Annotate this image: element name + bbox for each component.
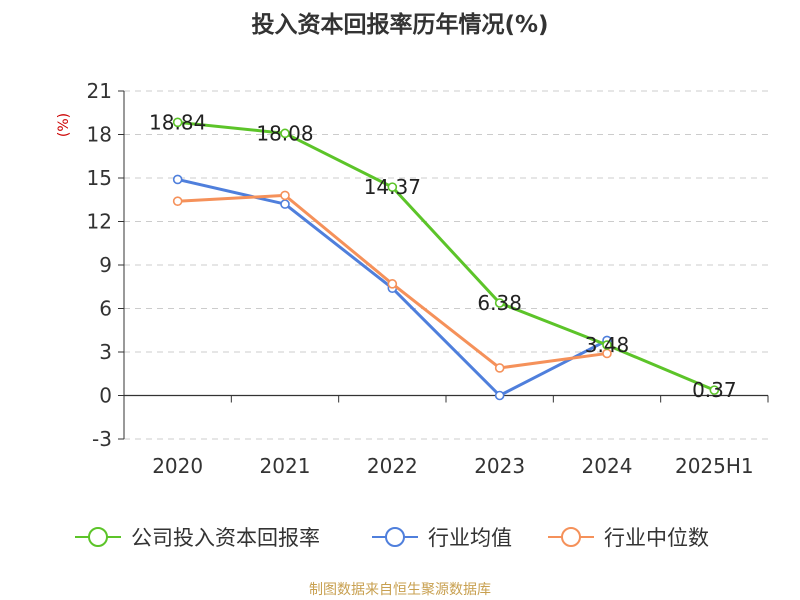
data-point [172,174,183,185]
chart-title: 投入资本回报率历年情况(%) [251,11,548,38]
y-tick-label: 0 [99,384,112,408]
x-tick-label: 2025H1 [675,454,754,478]
legend-label: 公司投入资本回报率 [131,526,320,550]
x-tick-label: 2022 [367,454,418,478]
legend-marker [561,527,581,547]
x-tick-label: 2024 [582,454,633,478]
data-label: 6.38 [477,291,522,315]
data-label: 18.08 [256,121,313,145]
series-2 [172,190,612,373]
data-point [280,128,290,139]
axes: 21 18 15 12 9 6 3 0 -3 2020 2021 2022 2023 2024 2025H1 [87,79,769,478]
data-label: 18.84 [149,110,206,134]
data-label: 0.37 [692,378,737,402]
grid-lines [124,90,768,440]
data-point [387,182,398,192]
legend-marker [385,527,405,547]
data-point [172,196,183,206]
y-tick-label: 3 [99,340,112,364]
data-point [494,363,505,373]
data-label: 3.48 [585,333,630,357]
legend-item[interactable]: 公司投入资本回报率 [75,526,320,550]
y-tick-label: -3 [92,427,112,451]
y-tick-label: 21 [87,79,112,103]
series-layer: 18.84 18.08 14.37 6.38 3.48 0.37 [149,110,737,402]
y-tick-label: 9 [99,253,112,277]
series-line [177,120,715,392]
series-0: 18.84 18.08 14.37 6.38 3.48 0.37 [149,110,737,402]
data-point [602,340,612,350]
x-tick-label: 2023 [474,454,525,478]
y-tick-label: 12 [87,210,112,234]
source-note: 制图数据来自恒生聚源数据库 [309,582,491,598]
legend-marker [88,527,108,547]
x-tick-label: 2021 [260,454,311,478]
data-point [172,117,183,128]
legend-label: 行业中位数 [604,526,709,550]
x-tick-label: 2020 [152,454,203,478]
data-point [280,199,290,209]
legend-item[interactable]: 行业中位数 [548,526,709,550]
data-point [387,279,398,289]
y-tick-label: 15 [87,166,112,190]
legend: 公司投入资本回报率 行业均值 行业中位数 [75,526,709,550]
y-tick-label: 18 [87,123,112,147]
data-label: 14.37 [364,175,421,199]
legend-item[interactable]: 行业均值 [372,526,512,550]
y-tick-label: 6 [99,297,112,321]
data-point [709,385,720,395]
data-point [280,190,290,201]
data-point [494,298,505,308]
data-point [494,390,505,401]
y-axis-label: (%) [56,113,72,137]
legend-label: 行业均值 [428,526,512,550]
